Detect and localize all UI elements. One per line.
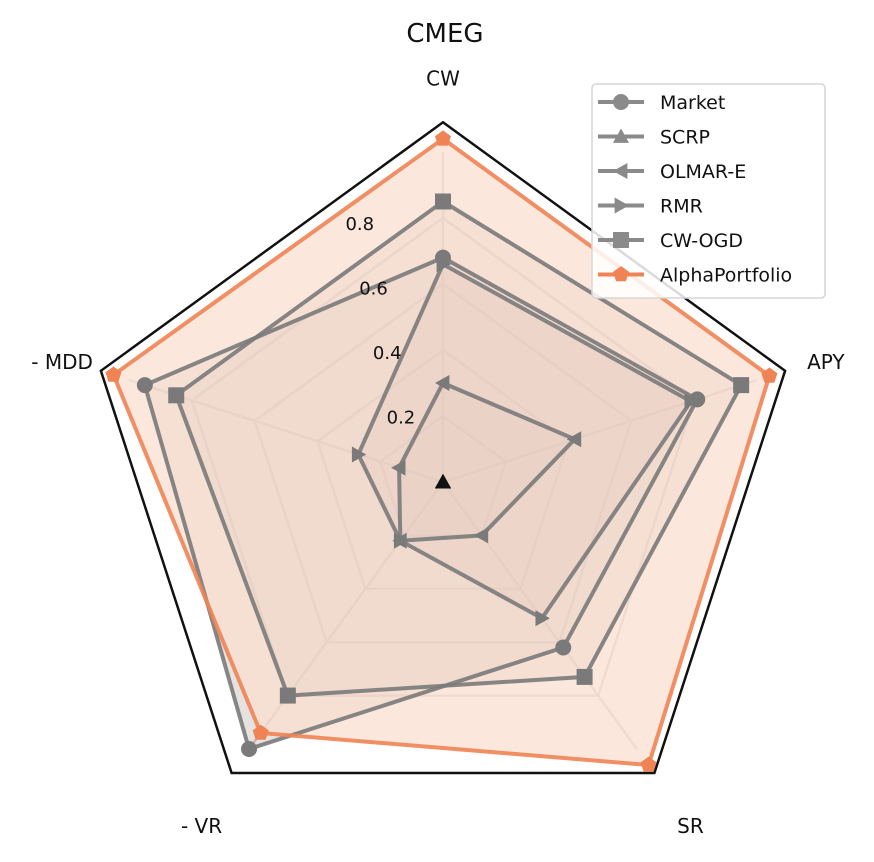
data-point-rmr — [436, 256, 451, 273]
data-point-cw-ogd — [279, 687, 296, 704]
axis-label: CW — [426, 66, 460, 90]
series-line — [397, 380, 579, 543]
r-tick-label: 0.4 — [373, 343, 402, 364]
data-point-alphaportfolio — [252, 724, 269, 740]
r-tick-label: 0.8 — [345, 214, 374, 235]
data-point-rmr — [351, 446, 367, 463]
legend-marker — [613, 232, 629, 248]
legend-marker — [614, 197, 629, 214]
data-point-cw-ogd — [168, 387, 185, 404]
axis-label: SR — [677, 814, 704, 838]
data-point-rmr — [393, 532, 409, 549]
legend-box — [591, 83, 826, 299]
legend-marker — [613, 94, 629, 110]
legend-label: Market — [660, 92, 725, 114]
r-tick-label: 0.2 — [387, 407, 416, 428]
data-point-market — [241, 740, 258, 757]
chart-title: CMEG — [406, 19, 483, 49]
legend-label: SCRP — [660, 127, 710, 149]
series-line — [111, 136, 772, 768]
data-point-scrp — [435, 474, 451, 489]
data-point-alphaportfolio — [640, 756, 657, 772]
legend-label: CW-OGD — [660, 230, 743, 252]
data-point-olmar-e — [435, 375, 450, 391]
axis-label: - MDD — [31, 350, 93, 374]
series-line — [142, 255, 700, 752]
legend-marker — [613, 128, 629, 143]
data-point-cw-ogd — [435, 193, 451, 210]
data-point-cw-ogd — [576, 668, 593, 685]
axis-label: - VR — [181, 814, 222, 838]
series-line — [356, 261, 694, 621]
data-point-market — [136, 377, 153, 394]
data-point-olmar-e — [566, 431, 582, 448]
data-point-alphaportfolio — [761, 367, 778, 383]
data-point-alphaportfolio — [105, 366, 122, 382]
legend-label: AlphaPortfolio — [660, 265, 792, 287]
data-point-olmar-e — [391, 459, 406, 476]
data-point-rmr — [535, 610, 550, 627]
data-point-alphaportfolio — [435, 130, 451, 146]
legend-label: OLMAR-E — [660, 161, 746, 183]
data-point-cw-ogd — [733, 377, 750, 394]
r-tick-label: 0.6 — [359, 278, 388, 299]
data-point-market — [555, 639, 572, 656]
data-point-rmr — [684, 393, 699, 410]
legend-marker — [613, 163, 628, 179]
data-point-olmar-e — [473, 527, 489, 544]
legend-label: RMR — [660, 196, 703, 218]
radar-frame — [99, 120, 787, 775]
axis-label: APY — [807, 350, 845, 374]
series-line — [173, 199, 744, 698]
legend-marker — [613, 266, 629, 282]
